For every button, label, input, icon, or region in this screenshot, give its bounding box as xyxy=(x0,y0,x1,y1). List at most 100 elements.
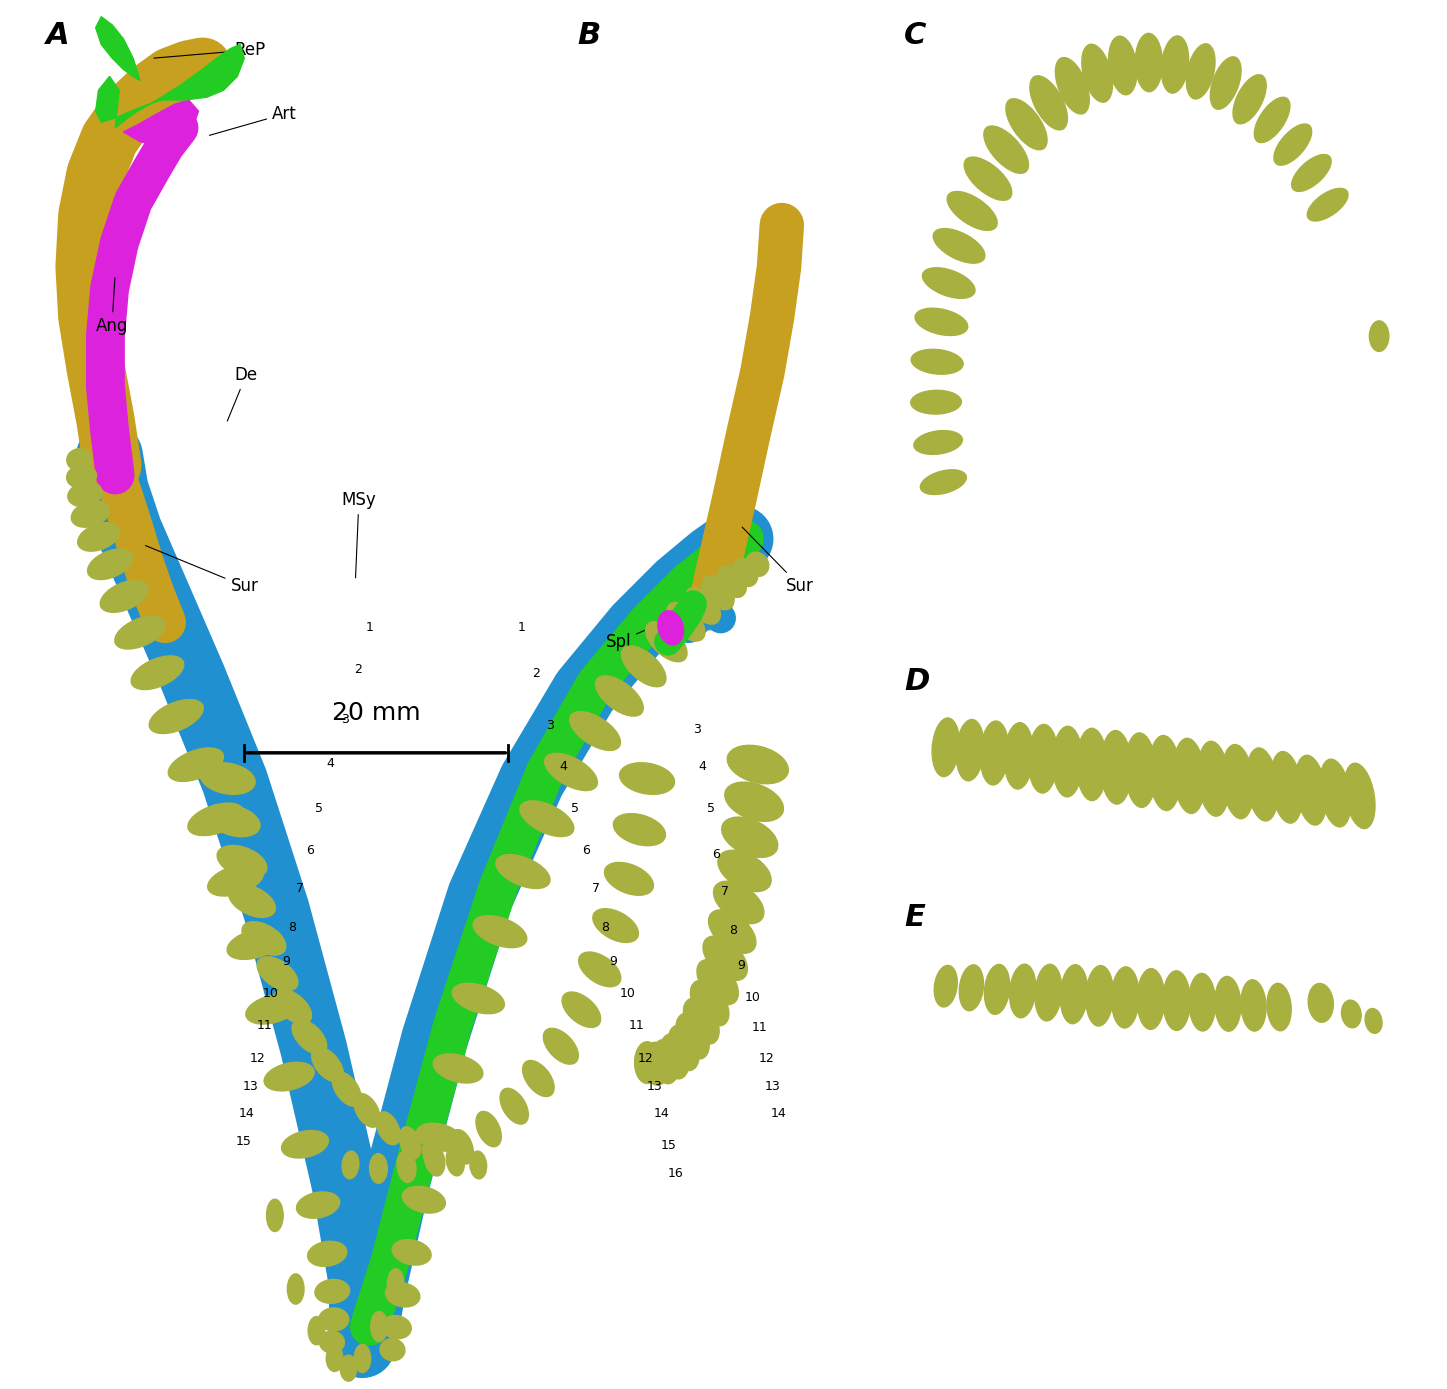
Ellipse shape xyxy=(208,864,263,896)
Text: 5: 5 xyxy=(706,801,715,815)
Ellipse shape xyxy=(1295,756,1327,825)
Ellipse shape xyxy=(1162,36,1188,93)
Ellipse shape xyxy=(402,1186,446,1213)
Ellipse shape xyxy=(1273,124,1311,165)
Ellipse shape xyxy=(519,801,574,836)
Ellipse shape xyxy=(676,1014,709,1058)
Ellipse shape xyxy=(1101,731,1132,804)
Ellipse shape xyxy=(385,1282,420,1307)
Ellipse shape xyxy=(1365,1008,1382,1033)
Ellipse shape xyxy=(1187,44,1215,99)
Ellipse shape xyxy=(718,567,747,597)
Ellipse shape xyxy=(709,910,755,953)
Ellipse shape xyxy=(1308,983,1333,1022)
Ellipse shape xyxy=(935,965,958,1007)
Ellipse shape xyxy=(1004,722,1033,789)
Ellipse shape xyxy=(1344,763,1375,829)
Ellipse shape xyxy=(1085,965,1113,1026)
Ellipse shape xyxy=(660,1033,689,1079)
Ellipse shape xyxy=(376,1111,399,1145)
Text: 1: 1 xyxy=(366,621,373,635)
Ellipse shape xyxy=(728,746,789,783)
Ellipse shape xyxy=(341,1151,359,1179)
Ellipse shape xyxy=(200,763,255,795)
Ellipse shape xyxy=(1246,747,1278,821)
Text: D: D xyxy=(904,667,929,696)
Ellipse shape xyxy=(246,995,298,1024)
Ellipse shape xyxy=(1223,745,1255,818)
Ellipse shape xyxy=(964,157,1011,200)
Text: 15: 15 xyxy=(661,1139,677,1153)
Ellipse shape xyxy=(686,588,721,624)
Ellipse shape xyxy=(561,992,601,1028)
Text: B: B xyxy=(577,21,601,50)
Ellipse shape xyxy=(168,747,223,782)
Ellipse shape xyxy=(1111,967,1139,1028)
Ellipse shape xyxy=(1061,965,1088,1024)
Ellipse shape xyxy=(1035,964,1062,1021)
Ellipse shape xyxy=(470,1151,486,1179)
Text: 6: 6 xyxy=(582,843,590,857)
Ellipse shape xyxy=(67,449,91,471)
Text: Ang: Ang xyxy=(96,278,127,335)
Ellipse shape xyxy=(297,1192,340,1218)
Text: 2: 2 xyxy=(532,667,540,681)
Ellipse shape xyxy=(71,501,110,528)
Text: Sur: Sur xyxy=(146,546,258,594)
Ellipse shape xyxy=(78,522,120,551)
Ellipse shape xyxy=(355,1345,370,1372)
Ellipse shape xyxy=(1270,751,1302,824)
Text: 5: 5 xyxy=(570,801,579,815)
Ellipse shape xyxy=(614,814,666,846)
Ellipse shape xyxy=(667,603,705,642)
Ellipse shape xyxy=(732,558,758,586)
Text: A: A xyxy=(46,21,69,50)
Ellipse shape xyxy=(1136,33,1162,92)
Ellipse shape xyxy=(922,268,975,299)
Ellipse shape xyxy=(207,804,260,836)
Ellipse shape xyxy=(619,763,674,795)
Ellipse shape xyxy=(382,1315,411,1339)
Polygon shape xyxy=(96,44,245,128)
Text: ReP: ReP xyxy=(153,42,266,58)
Ellipse shape xyxy=(88,549,133,579)
Ellipse shape xyxy=(188,803,243,836)
Text: 10: 10 xyxy=(263,986,279,1000)
Ellipse shape xyxy=(217,846,266,878)
Text: 9: 9 xyxy=(282,954,291,968)
Ellipse shape xyxy=(424,1143,444,1176)
Text: 13: 13 xyxy=(765,1079,781,1093)
Ellipse shape xyxy=(722,817,777,857)
Ellipse shape xyxy=(476,1111,501,1147)
Ellipse shape xyxy=(308,1242,347,1267)
Ellipse shape xyxy=(605,863,654,896)
Polygon shape xyxy=(96,17,140,81)
Ellipse shape xyxy=(308,1317,326,1345)
Ellipse shape xyxy=(1255,97,1289,143)
Text: E: E xyxy=(904,903,925,932)
Ellipse shape xyxy=(282,1131,328,1158)
Ellipse shape xyxy=(669,1025,699,1071)
Ellipse shape xyxy=(690,981,729,1026)
Ellipse shape xyxy=(725,782,783,821)
Ellipse shape xyxy=(1137,968,1165,1029)
Ellipse shape xyxy=(292,1020,327,1054)
Ellipse shape xyxy=(340,1356,357,1381)
Ellipse shape xyxy=(114,617,165,649)
Ellipse shape xyxy=(713,881,764,924)
Text: 16: 16 xyxy=(669,1167,683,1181)
Ellipse shape xyxy=(570,711,621,750)
Ellipse shape xyxy=(912,349,964,374)
Text: 15: 15 xyxy=(236,1135,252,1149)
Text: 6: 6 xyxy=(712,847,721,861)
Ellipse shape xyxy=(423,1139,443,1170)
Ellipse shape xyxy=(333,1072,362,1106)
Ellipse shape xyxy=(501,1088,528,1124)
Ellipse shape xyxy=(1029,725,1058,793)
Ellipse shape xyxy=(1006,99,1048,150)
Ellipse shape xyxy=(381,1339,405,1361)
Ellipse shape xyxy=(355,1093,381,1128)
Ellipse shape xyxy=(132,656,184,689)
Ellipse shape xyxy=(1077,728,1107,800)
Text: 1: 1 xyxy=(518,621,525,635)
